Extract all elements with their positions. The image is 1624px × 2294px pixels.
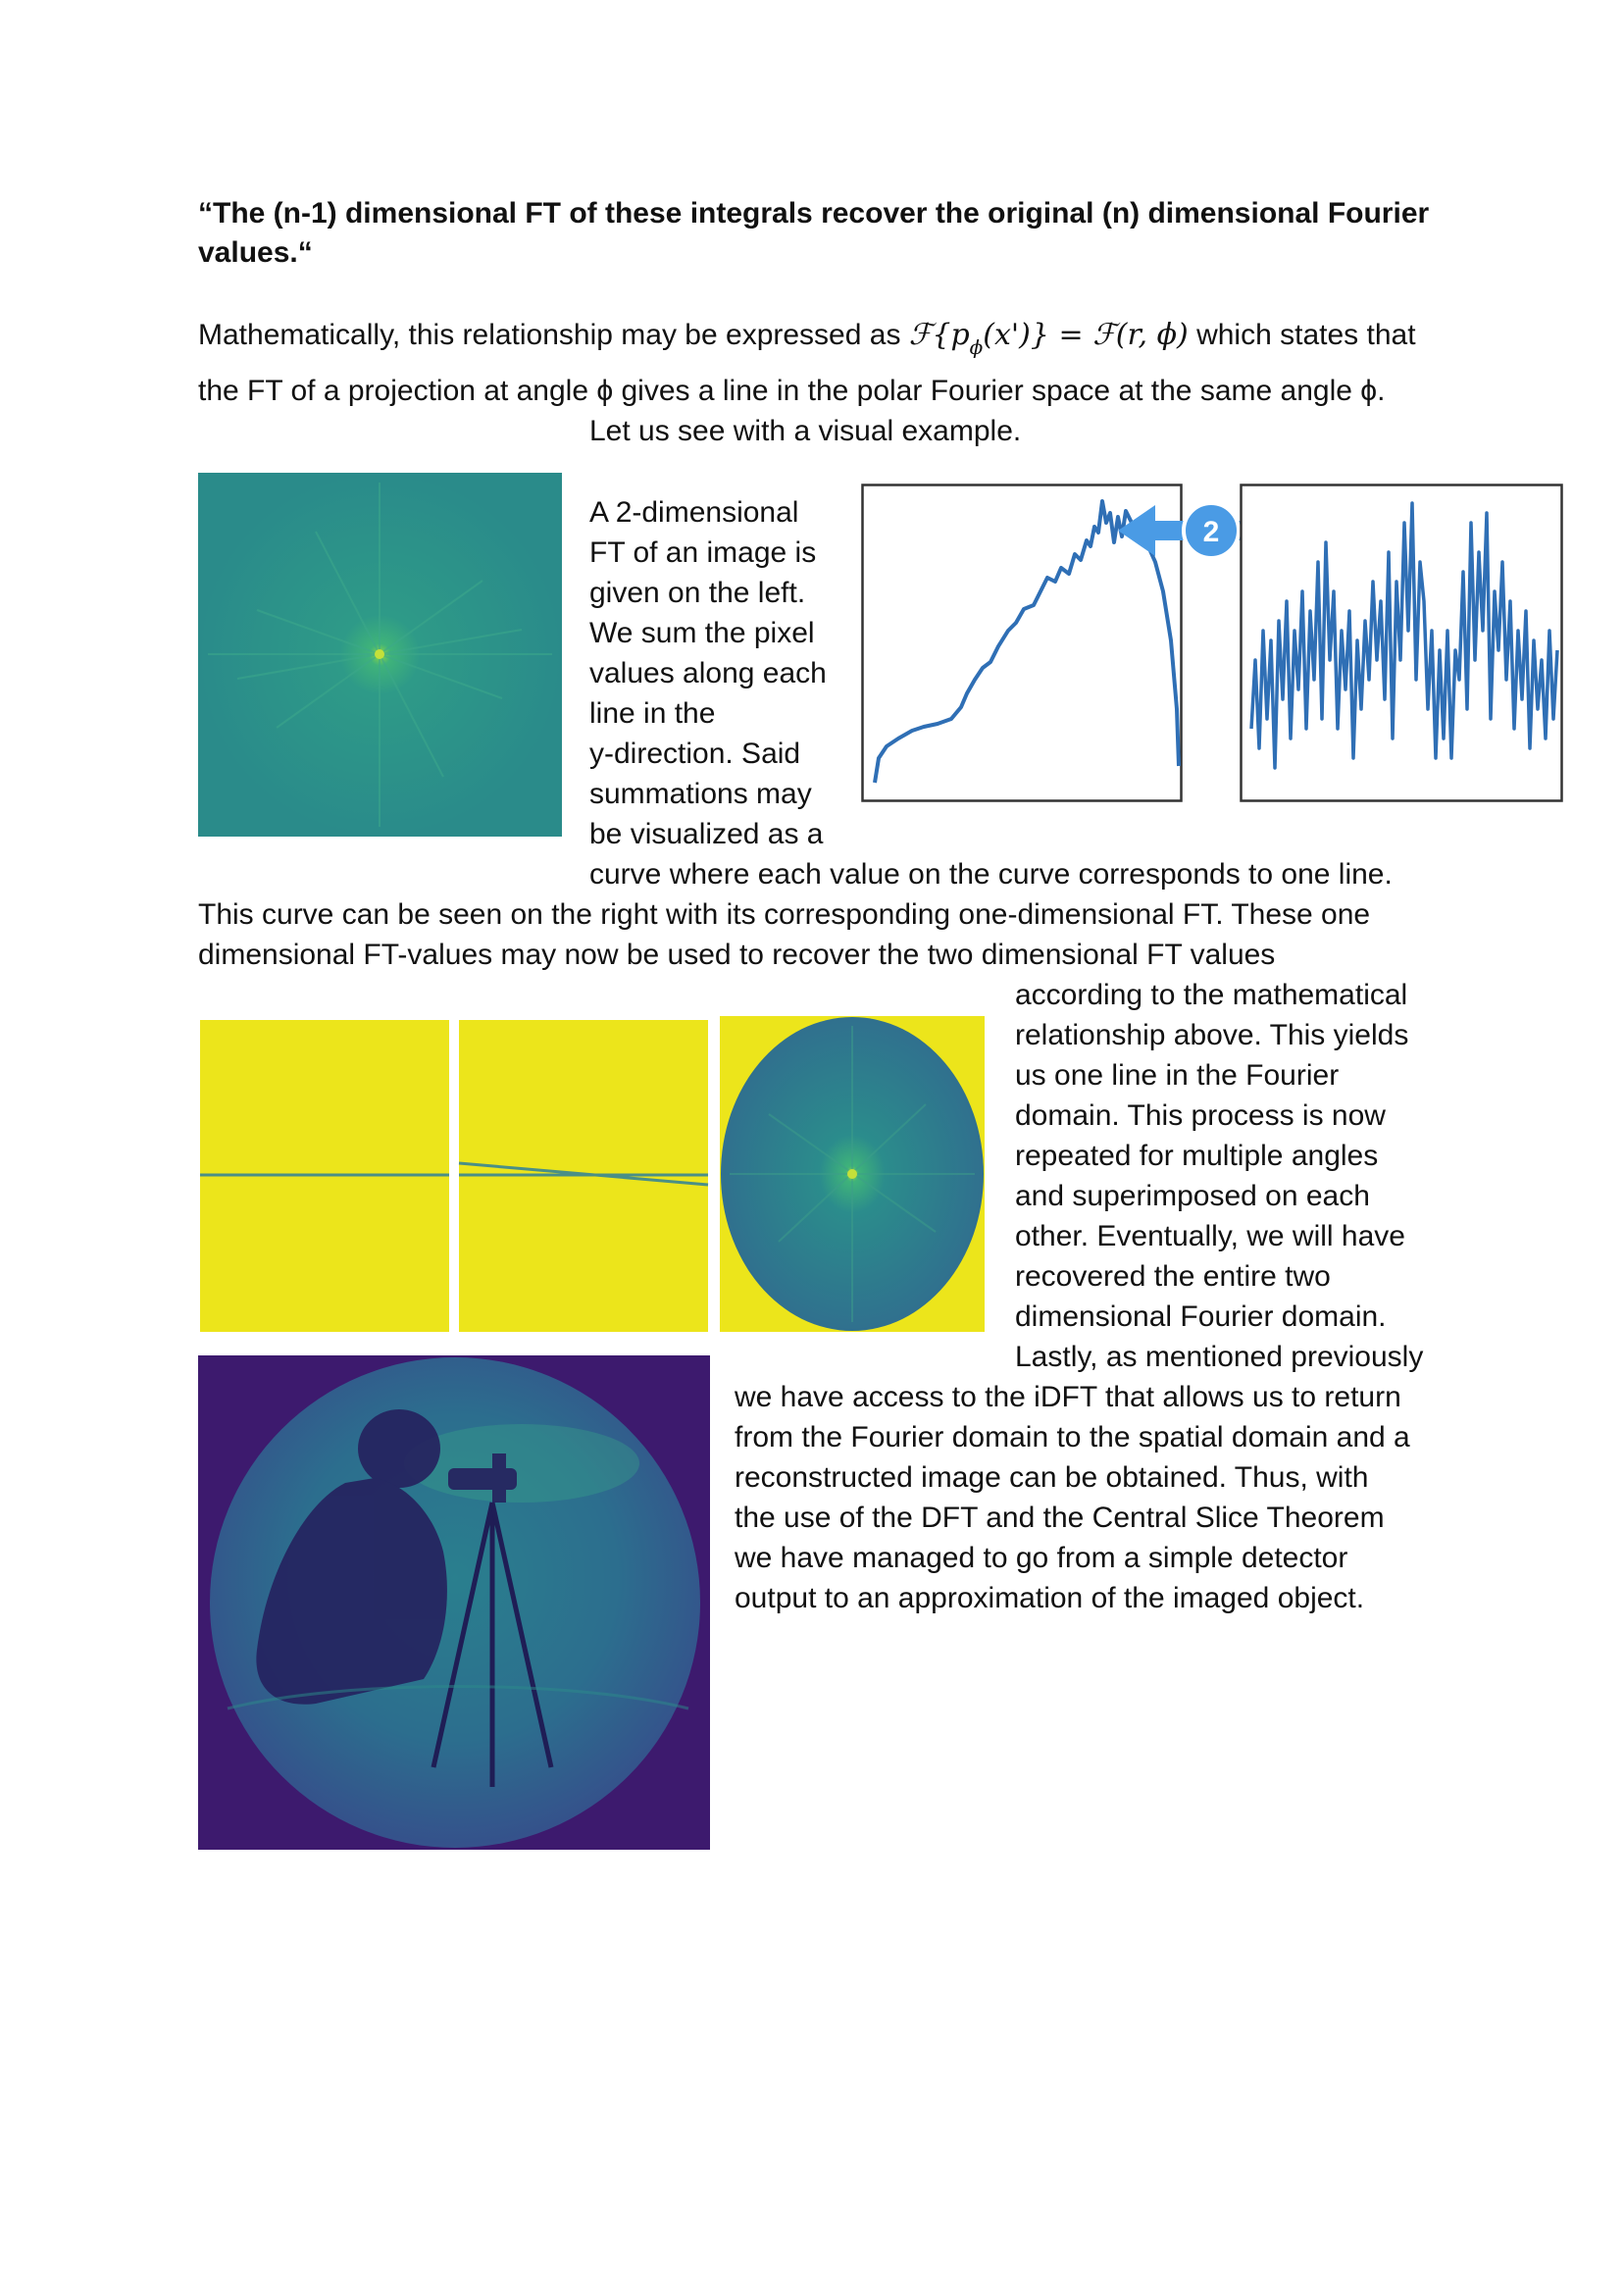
para2-line-3: us one line in the Fourier xyxy=(1015,1059,1340,1092)
reconstructed-image xyxy=(198,1355,710,1850)
para3-line-1: we have access to the iDFT that allows u… xyxy=(735,1381,1401,1413)
para2-line-9: dimensional Fourier domain. xyxy=(1015,1300,1387,1333)
para1-line-6: line in the xyxy=(589,697,716,730)
para1-cont-line-3: dimensional FT-values may now be used to… xyxy=(198,939,1276,971)
equation: ℱ{pϕ(x')} = ℱ(r, ϕ) xyxy=(908,318,1189,359)
para2-line-8: recovered the entire two xyxy=(1015,1260,1331,1293)
para2-line-6: and superimposed on each xyxy=(1015,1180,1370,1212)
para3-line-4: the use of the DFT and the Central Slice… xyxy=(735,1502,1385,1534)
two-lines-panel xyxy=(458,1020,709,1332)
para1-line-4: We sum the pixel xyxy=(589,617,815,649)
intro-line-1: Mathematically, this relationship may be… xyxy=(198,316,1416,367)
quote-heading: “The (n-1) dimensional FT of these integ… xyxy=(198,197,1430,269)
full-disc-panel xyxy=(720,1016,985,1332)
intro-prefix: Mathematically, this relationship may be… xyxy=(198,319,909,351)
para1-line-3: given on the left. xyxy=(589,577,806,609)
projection-plots-figure: 2 xyxy=(861,484,1563,802)
projection-curve-plot xyxy=(861,484,1183,802)
para1-line-1: A 2-dimensional xyxy=(589,496,799,529)
single-line-panel xyxy=(200,1020,449,1332)
intro-line-2: the FT of a projection at angle ϕ gives … xyxy=(198,375,1386,407)
one-dimensional-ft-plot xyxy=(1240,484,1563,802)
para1-line-5: values along each xyxy=(589,657,827,689)
para2-line-4: domain. This process is now xyxy=(1015,1099,1386,1132)
para1-line-7: y-direction. Said xyxy=(589,738,801,770)
intro-suffix: which states that xyxy=(1188,319,1416,351)
para1-line-2: FT of an image is xyxy=(589,536,817,569)
arrow-step-label: 2 xyxy=(1203,516,1220,548)
para3-line-6: output to an approximation of the imaged… xyxy=(735,1582,1365,1614)
para3-line-3: reconstructed image can be obtained. Thu… xyxy=(735,1461,1369,1494)
fourier-domain-panels xyxy=(200,1016,985,1332)
para2-line-2: relationship above. This yields xyxy=(1015,1019,1409,1051)
para1-line-9: be visualized as a xyxy=(589,818,824,850)
para1-line-8: summations may xyxy=(589,778,812,810)
para2-line-7: other. Eventually, we will have xyxy=(1015,1220,1405,1252)
para2-line-10: Lastly, as mentioned previously xyxy=(1015,1341,1424,1373)
para3-line-2: from the Fourier domain to the spatial d… xyxy=(735,1421,1410,1453)
intro-line-3: Let us see with a visual example. xyxy=(589,415,1022,447)
para3-line-5: we have managed to go from a simple dete… xyxy=(735,1542,1348,1574)
para2-line-1: according to the mathematical xyxy=(1015,979,1408,1011)
para1-cont-line-1: curve where each value on the curve corr… xyxy=(589,858,1393,891)
fourier-transform-image xyxy=(198,473,562,837)
para2-line-5: repeated for multiple angles xyxy=(1015,1140,1379,1172)
para1-cont-line-2: This curve can be seen on the right with… xyxy=(198,898,1371,931)
